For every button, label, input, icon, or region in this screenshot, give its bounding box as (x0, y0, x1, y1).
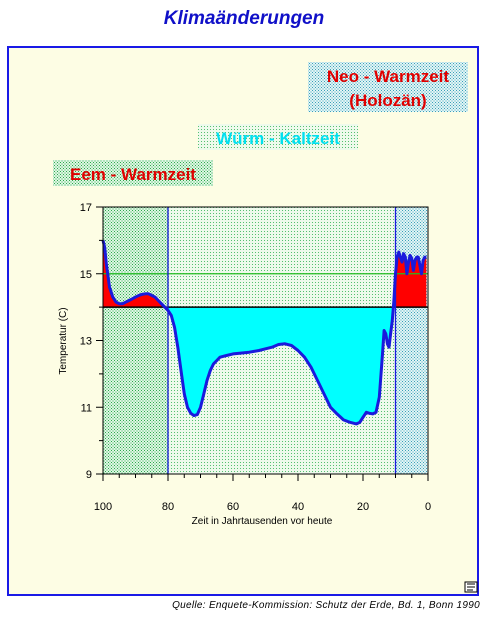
neo-warmzeit-label: Neo - Warmzeit (327, 67, 450, 86)
y-tick-label: 15 (80, 269, 92, 281)
holozaen-label: (Holozän) (349, 91, 426, 110)
source-citation: Quelle: Enquete-Kommission: Schutz der E… (172, 600, 480, 611)
x-axis-label: Zeit in Jahrtausenden vor heute (192, 516, 333, 527)
eem-label-bg (53, 160, 213, 186)
x-tick-label: 100 (94, 501, 112, 513)
neo-label-bg (308, 62, 468, 112)
wuerm-label-bg (198, 124, 358, 150)
y-axis-label: Temperatur (C) (58, 307, 69, 374)
cold-anomaly-area (103, 307, 427, 424)
temperature-line (101, 240, 427, 426)
y-tick-label: 17 (80, 202, 92, 214)
y-tick-label: 9 (86, 469, 92, 481)
x-tick-label: 40 (292, 501, 304, 513)
page-title: Klimaänderungen (163, 8, 325, 29)
wuerm-kaltzeit-label: Würm - Kaltzeit (216, 129, 340, 148)
holocene-band (395, 207, 428, 474)
x-tick-label: 20 (357, 501, 369, 513)
corner-logo (464, 581, 478, 593)
y-tick-label: 13 (80, 336, 92, 348)
y-tick-label: 11 (81, 402, 92, 414)
x-tick-label: 60 (227, 501, 239, 513)
eem-warmzeit-label: Eem - Warmzeit (70, 165, 196, 184)
x-tick-label: 80 (162, 501, 174, 513)
eem-band (103, 207, 168, 474)
x-tick-label: 0 (425, 501, 431, 513)
